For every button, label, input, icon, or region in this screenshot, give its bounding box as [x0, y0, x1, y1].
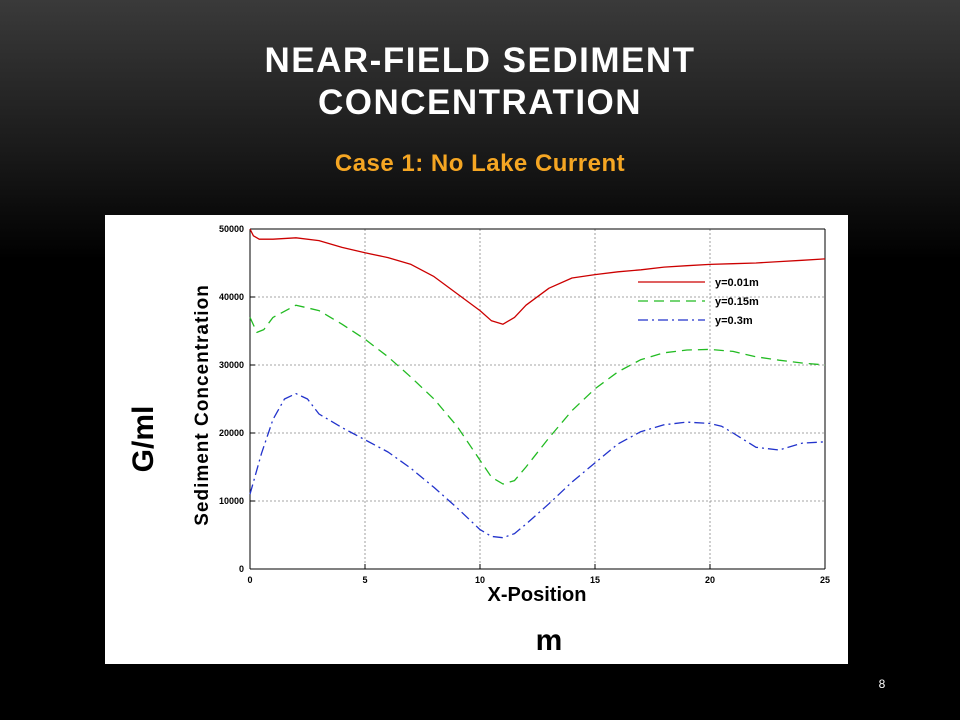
tick-labels: 0 5 10 15 20 25 0 10000 20000 30000 40000 50000 [219, 224, 830, 585]
x-unit-label: m [536, 624, 563, 657]
slide-subtitle: Case 1: No Lake Current [334, 150, 626, 177]
y-unit-label: G/ml [127, 406, 160, 473]
plot-area [250, 229, 825, 569]
legend-label: y=0.01m [715, 277, 759, 289]
x-tick-label: 0 [247, 575, 252, 585]
y-tick-label: 50000 [219, 224, 244, 234]
x-tick-label: 25 [820, 575, 830, 585]
sediment-chart: 0 5 10 15 20 25 0 10000 20000 30000 40000 50000 y=0… [127, 224, 830, 657]
legend-label: y=0.3m [715, 315, 753, 327]
legend-label: y=0.15m [715, 296, 759, 308]
x-tick-label: 10 [475, 575, 485, 585]
slide-title-line-2: CONCENTRATION [317, 83, 643, 122]
y-tick-label: 30000 [219, 360, 244, 370]
chart-panel: 0 5 10 15 20 25 0 10000 20000 30000 40000 50000 y=0… [105, 215, 848, 664]
y-tick-label: 0 [239, 564, 244, 574]
x-tick-label: 5 [362, 575, 367, 585]
slide-title: NEAR-FIELD SEDIMENT CONCENTRATION [0, 40, 960, 124]
y-tick-label: 40000 [219, 292, 244, 302]
legend: y=0.01m y=0.15m y=0.3m [638, 277, 759, 327]
x-tick-label: 15 [590, 575, 600, 585]
x-axis-title: X-Position [488, 584, 587, 606]
series-line-y=0.3m [249, 392, 826, 539]
y-axis-title: Sediment Concentration [192, 284, 213, 526]
y-tick-label: 20000 [219, 428, 244, 438]
x-tick-label: 20 [705, 575, 715, 585]
series-line-y=0.15m [249, 304, 826, 485]
axes [249, 228, 826, 570]
grid [250, 229, 825, 569]
slide-title-line-1: NEAR-FIELD SEDIMENT [264, 41, 696, 80]
y-tick-label: 10000 [219, 496, 244, 506]
series [249, 228, 826, 539]
series-line-y=0.01m [249, 228, 826, 325]
page-number: 8 [878, 677, 886, 691]
